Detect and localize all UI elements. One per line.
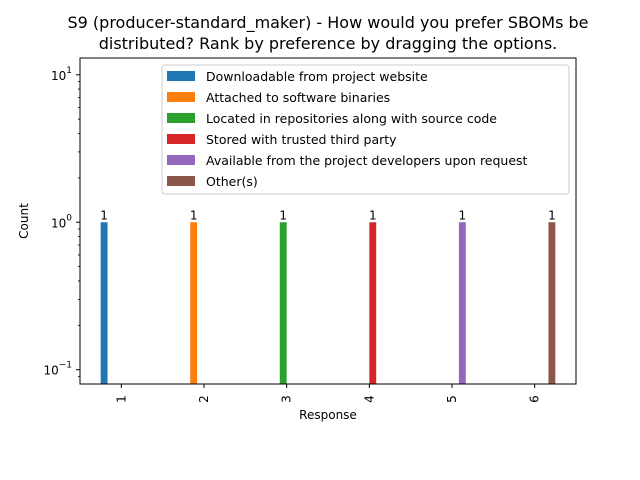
legend-label: Attached to software binaries bbox=[206, 90, 390, 105]
legend-label: Available from the project developers up… bbox=[206, 153, 528, 168]
y-tick-label: 101 bbox=[51, 66, 72, 83]
legend-swatch bbox=[167, 155, 195, 165]
x-tick-label: 5 bbox=[445, 395, 459, 403]
legend-label: Downloadable from project website bbox=[206, 69, 428, 84]
chart-title-line-1: S9 (producer-standard_maker) - How would… bbox=[68, 13, 589, 33]
legend-label: Located in repositories along with sourc… bbox=[206, 111, 497, 126]
x-tick-label: 1 bbox=[114, 395, 128, 403]
legend-label: Stored with trusted third party bbox=[206, 132, 397, 147]
chart-title-line-2: distributed? Rank by preference by dragg… bbox=[99, 34, 558, 53]
bar-3 bbox=[279, 222, 287, 384]
bars-group bbox=[100, 222, 556, 384]
bar-labels-group: 1 1 1 1 1 1 bbox=[100, 208, 555, 222]
bar-4 bbox=[369, 222, 377, 384]
legend-swatch bbox=[167, 113, 195, 123]
legend-swatch bbox=[167, 134, 195, 144]
bar-5 bbox=[458, 222, 466, 384]
bar-value-label: 1 bbox=[369, 208, 377, 222]
x-tick-label: 4 bbox=[362, 395, 376, 403]
x-tick-label: 3 bbox=[280, 395, 294, 403]
bar-2 bbox=[190, 222, 198, 384]
plot-frame bbox=[79, 57, 577, 385]
y-tick-label: 100 bbox=[51, 213, 72, 230]
bar-value-label: 1 bbox=[459, 208, 467, 222]
y-tick-label: 10−1 bbox=[43, 361, 72, 378]
x-tick-label: 6 bbox=[528, 395, 542, 403]
bar-1 bbox=[100, 222, 108, 384]
bar-value-label: 1 bbox=[100, 208, 108, 222]
legend-frame bbox=[161, 64, 570, 195]
bar-value-label: 1 bbox=[190, 208, 198, 222]
x-axis: 1 2 3 4 5 6 bbox=[114, 384, 542, 403]
bar-6 bbox=[548, 222, 556, 384]
x-tick-label: 2 bbox=[197, 395, 211, 403]
bar-value-label: 1 bbox=[279, 208, 287, 222]
y-axis-label: Count bbox=[17, 203, 31, 239]
x-axis-label: Response bbox=[299, 408, 357, 422]
legend: Downloadable from project website Attache… bbox=[161, 64, 570, 195]
legend-swatch bbox=[167, 92, 195, 102]
bar-value-label: 1 bbox=[548, 208, 556, 222]
legend-swatch bbox=[167, 71, 195, 81]
legend-swatch bbox=[167, 176, 195, 186]
legend-label: Other(s) bbox=[206, 174, 258, 189]
